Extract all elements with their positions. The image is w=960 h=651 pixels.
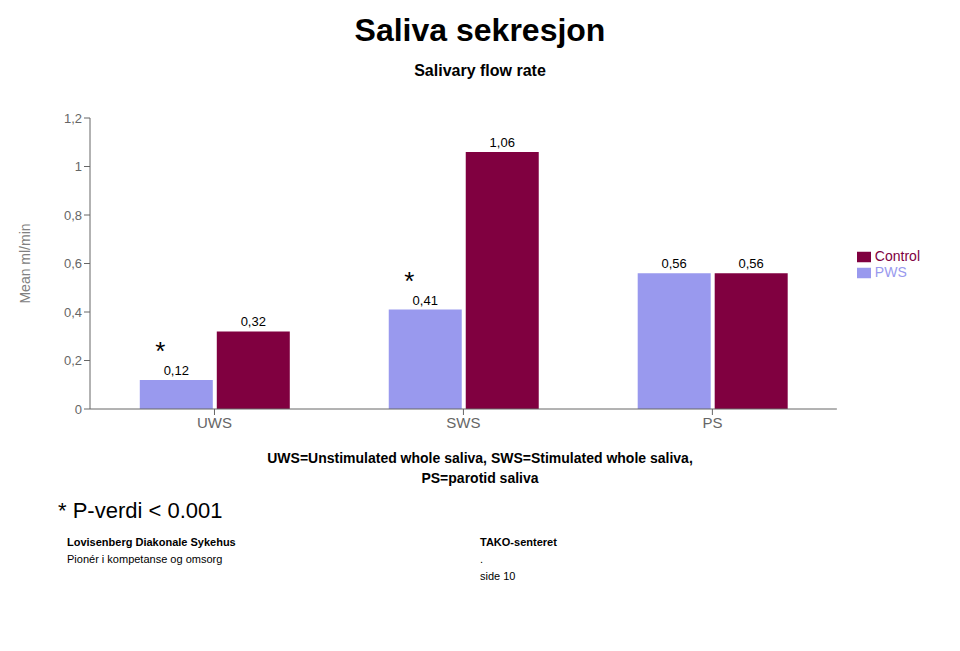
svg-text:1,06: 1,06 [490, 135, 515, 150]
html-text:PWS: PWS [874, 264, 907, 280]
svg-text:Mean ml/min: Mean ml/min [17, 223, 33, 303]
svg-text:0,32: 0,32 [241, 314, 266, 329]
html-text:side 10: side 10 [480, 570, 516, 582]
svg-text:0,6: 0,6 [64, 256, 82, 271]
svg-text:0,4: 0,4 [64, 305, 82, 320]
html-text:UWS=Unstimulated whole saliva,: UWS=Unstimulated whole saliva, SWS=Stimu… [267, 450, 693, 466]
svg-text:0,2: 0,2 [64, 353, 82, 368]
html-text:* P-verdi < 0.001: * P-verdi < 0.001 [58, 498, 223, 523]
svg-text:0,8: 0,8 [64, 208, 82, 223]
html-text:Salivary flow rate: Salivary flow rate [414, 62, 546, 79]
html-text:Saliva sekresjon: Saliva sekresjon [354, 12, 606, 48]
svg-text:0,56: 0,56 [739, 256, 764, 271]
svg-text:1: 1 [75, 159, 82, 174]
svg-text:0: 0 [75, 402, 82, 417]
svg-text:0,41: 0,41 [413, 293, 438, 308]
svg-text:1,2: 1,2 [64, 111, 82, 126]
html-text:Control: Control [874, 247, 920, 264]
svg-text:0,56: 0,56 [662, 256, 687, 271]
html-text:Lovisenberg Diakonale Sykehus: Lovisenberg Diakonale Sykehus [67, 536, 236, 548]
svg-text:0,12: 0,12 [164, 363, 189, 378]
html-text:TAKO-senteret: TAKO-senteret [480, 536, 557, 548]
html-text:Pionér i kompetanse og omsorg: Pionér i kompetanse og omsorg [67, 553, 223, 565]
svg-text:UWS: UWS [197, 414, 232, 431]
svg-text:PS: PS [702, 414, 722, 431]
svg-text:*: * [155, 336, 165, 366]
svg-text:SWS: SWS [446, 414, 480, 431]
svg-text:*: * [404, 266, 414, 296]
html-text:PS=parotid saliva: PS=parotid saliva [421, 470, 539, 486]
